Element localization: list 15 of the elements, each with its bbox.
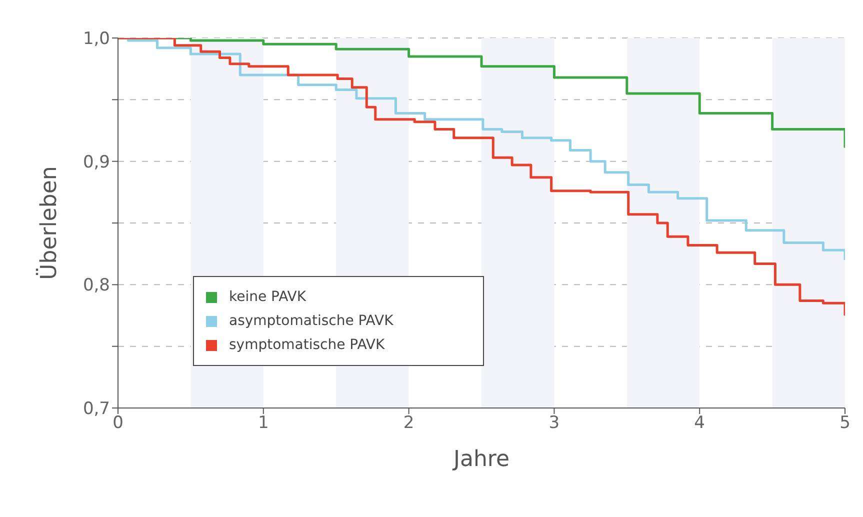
- x-tick-label: 2: [403, 413, 414, 434]
- y-tick-label: 0,7: [82, 399, 110, 420]
- x-tick-label: 4: [694, 413, 706, 434]
- y-tick-label: 0,9: [82, 152, 110, 172]
- y-tick-label: 1,0: [82, 29, 110, 50]
- x-tick-label: 3: [548, 413, 560, 434]
- legend-label: keine PAVK: [229, 288, 306, 307]
- x-tick-label: 0: [112, 413, 124, 434]
- legend-label: asymptomatische PAVK: [229, 312, 394, 331]
- y-axis-title: Überleben: [34, 166, 62, 280]
- legend-label: symptomatische PAVK: [229, 336, 385, 355]
- x-tick-label: 1: [258, 413, 269, 434]
- y-tick-label: 0,8: [82, 276, 110, 296]
- x-tick-label: 5: [840, 413, 850, 434]
- x-axis-title: Jahre: [451, 447, 510, 472]
